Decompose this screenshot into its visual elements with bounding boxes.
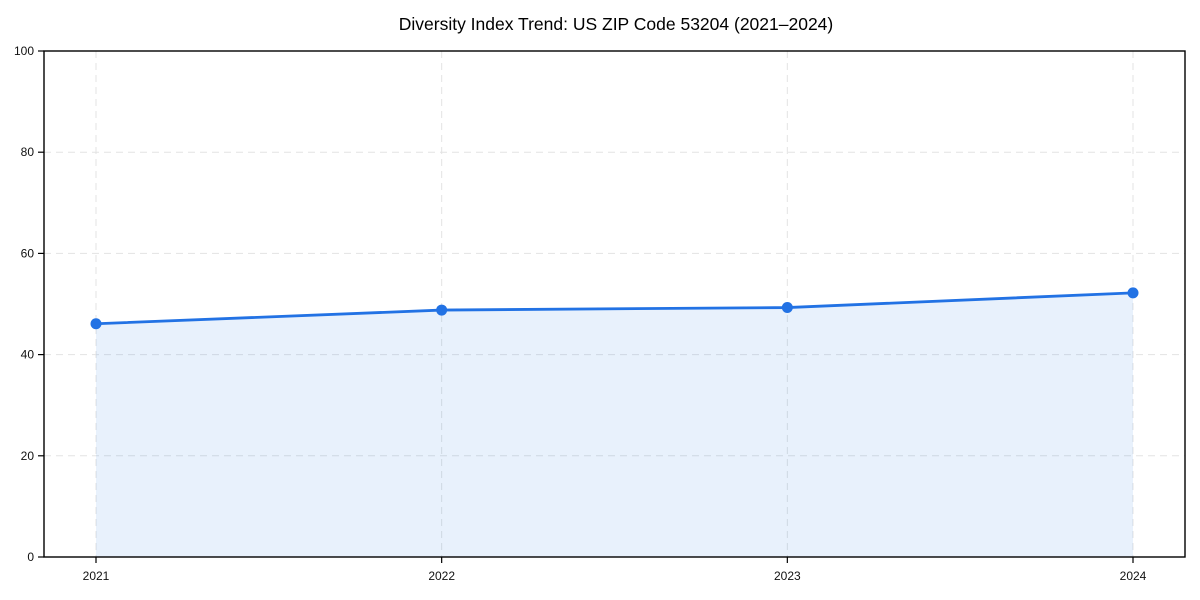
- y-tick-label: 20: [21, 449, 35, 463]
- y-tick-label: 60: [21, 246, 35, 260]
- area-layer: [96, 292, 1133, 557]
- plot-frame: [43, 50, 1186, 558]
- area-fill: [96, 292, 1133, 557]
- y-tick-label: 80: [21, 145, 35, 159]
- y-tick-label: 40: [21, 348, 35, 362]
- trend-line: [94, 291, 1135, 326]
- line-layer: [94, 291, 1135, 326]
- data-point-2024: [1127, 287, 1139, 299]
- marker-layer: [90, 287, 1139, 330]
- axes-layer: 0 20 40 60 80 100 2021 2022 2023 2024: [14, 44, 1186, 583]
- data-point-2023: [781, 302, 793, 314]
- data-point-2022: [436, 304, 448, 316]
- x-tick-label: 2021: [83, 569, 110, 583]
- y-tick-label: 0: [27, 550, 34, 564]
- x-tick-label: 2023: [774, 569, 801, 583]
- data-point-2021: [90, 318, 102, 330]
- x-tick-label: 2022: [428, 569, 455, 583]
- y-tick-label: 100: [14, 44, 34, 58]
- x-tick-label: 2024: [1120, 569, 1147, 583]
- chart-title: Diversity Index Trend: US ZIP Code 53204…: [399, 14, 834, 34]
